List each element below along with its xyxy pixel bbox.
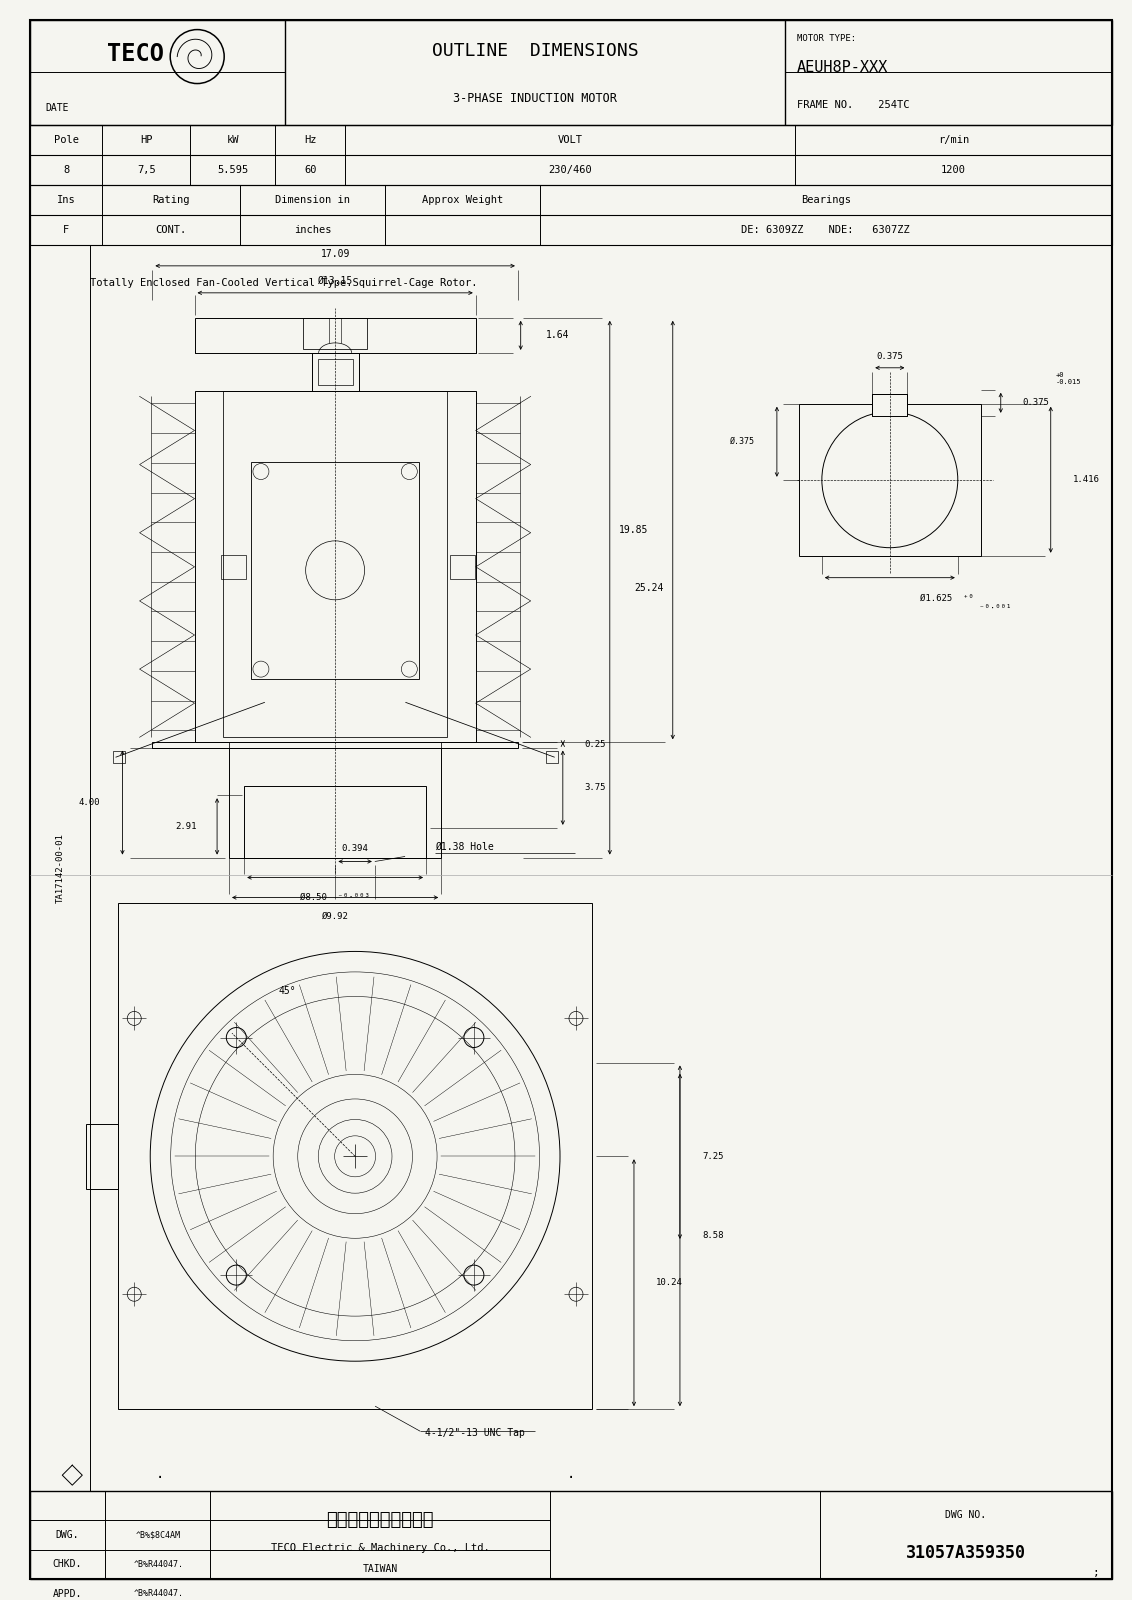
- Text: CONT.: CONT.: [155, 226, 187, 235]
- Text: Ø13.15: Ø13.15: [317, 275, 353, 286]
- Text: Ø1.625  ⁺⁰
           ⁻⁰·⁰⁰¹: Ø1.625 ⁺⁰ ⁻⁰·⁰⁰¹: [920, 594, 1011, 613]
- Bar: [31, 125, 1112, 186]
- Text: 230/460: 230/460: [548, 165, 592, 174]
- Text: 8: 8: [63, 165, 69, 174]
- Text: 7.25: 7.25: [702, 1152, 723, 1162]
- Text: DWG NO.: DWG NO.: [945, 1510, 986, 1520]
- Bar: [118, 904, 592, 1410]
- Text: Ø.375: Ø.375: [730, 437, 755, 446]
- Text: 8.58: 8.58: [702, 1232, 723, 1240]
- Bar: [311, 354, 359, 392]
- Bar: [318, 358, 353, 386]
- Text: OUTLINE  DIMENSIONS: OUTLINE DIMENSIONS: [431, 43, 638, 61]
- Text: 3-PHASE INDUCTION MOTOR: 3-PHASE INDUCTION MOTOR: [453, 93, 617, 106]
- Bar: [449, 555, 474, 579]
- Text: DE: 6309ZZ    NDE:   6307ZZ: DE: 6309ZZ NDE: 6307ZZ: [741, 226, 910, 235]
- Bar: [546, 752, 558, 763]
- Bar: [195, 392, 475, 742]
- Text: TAIWAN: TAIWAN: [362, 1565, 397, 1574]
- Text: TECO Electric & Machinery Co., Ltd.: TECO Electric & Machinery Co., Ltd.: [271, 1544, 489, 1554]
- Text: Ø8.50  ⁻⁰·⁰⁰³: Ø8.50 ⁻⁰·⁰⁰³: [300, 893, 370, 901]
- Text: .: .: [567, 1467, 575, 1482]
- Text: 0.394: 0.394: [342, 845, 369, 853]
- Text: .: .: [156, 1467, 164, 1482]
- Text: ^B%R44047.: ^B%R44047.: [134, 1560, 183, 1570]
- Text: Rating: Rating: [153, 195, 190, 205]
- Text: 0.375: 0.375: [1022, 398, 1049, 408]
- Bar: [245, 786, 426, 858]
- Text: 45°: 45°: [278, 987, 295, 997]
- Text: DATE: DATE: [45, 102, 69, 114]
- Text: Approx Weight: Approx Weight: [422, 195, 504, 205]
- Bar: [153, 742, 517, 747]
- Text: 10.24: 10.24: [655, 1278, 683, 1288]
- Text: VOLT: VOLT: [557, 134, 583, 146]
- Text: HP: HP: [140, 134, 153, 146]
- Text: AEUH8P-XXX: AEUH8P-XXX: [797, 59, 889, 75]
- Text: ^B%$8C4AM: ^B%$8C4AM: [136, 1531, 181, 1539]
- Bar: [31, 186, 1112, 245]
- Text: 0.25: 0.25: [585, 741, 607, 749]
- Bar: [799, 403, 980, 555]
- Text: TA17142-00-01: TA17142-00-01: [55, 834, 65, 902]
- Bar: [221, 555, 246, 579]
- Text: 31057A359350: 31057A359350: [906, 1544, 1026, 1562]
- Text: 60: 60: [303, 165, 316, 174]
- Text: 1.64: 1.64: [546, 330, 569, 341]
- Bar: [251, 461, 419, 678]
- Text: Pole: Pole: [54, 134, 79, 146]
- Text: 4.00: 4.00: [79, 798, 101, 806]
- Bar: [86, 1123, 118, 1189]
- Text: Ø9.92: Ø9.92: [321, 912, 349, 920]
- Text: CHKD.: CHKD.: [52, 1560, 82, 1570]
- Text: 3.75: 3.75: [585, 784, 607, 792]
- Text: 0.375: 0.375: [876, 352, 903, 360]
- Text: DWG.: DWG.: [55, 1530, 79, 1541]
- Text: ^B%R44047.: ^B%R44047.: [134, 1589, 183, 1598]
- Text: Ins: Ins: [57, 195, 76, 205]
- Text: Bearings: Bearings: [800, 195, 851, 205]
- Text: inches: inches: [294, 226, 332, 235]
- Bar: [31, 19, 1112, 125]
- Text: +0
-0.015: +0 -0.015: [1056, 371, 1081, 384]
- Text: 4-1/2"-13 UNC Tap: 4-1/2"-13 UNC Tap: [426, 1429, 525, 1438]
- Text: Dimension in: Dimension in: [275, 195, 350, 205]
- Text: 1200: 1200: [941, 165, 966, 174]
- Text: 17.09: 17.09: [320, 250, 350, 259]
- Text: 5.595: 5.595: [217, 165, 248, 174]
- Bar: [229, 747, 441, 858]
- Text: APPD.: APPD.: [52, 1589, 82, 1598]
- Text: kW: kW: [226, 134, 239, 146]
- Text: ;: ;: [1094, 1568, 1100, 1578]
- Text: TECO: TECO: [106, 42, 164, 66]
- Text: F: F: [63, 226, 69, 235]
- Bar: [303, 318, 367, 349]
- Bar: [223, 392, 447, 738]
- Text: 7,5: 7,5: [137, 165, 155, 174]
- Text: Ø1.38 Hole: Ø1.38 Hole: [435, 842, 494, 851]
- Text: 1.416: 1.416: [1073, 475, 1099, 485]
- Text: Hz: Hz: [303, 134, 316, 146]
- Text: 25.24: 25.24: [635, 582, 664, 592]
- Text: Totally Enclosed Fan-Cooled Vertical Type.Squirrel-Cage Rotor.: Totally Enclosed Fan-Cooled Vertical Typ…: [91, 278, 478, 288]
- Bar: [31, 245, 91, 1491]
- Text: FRAME NO.    254TC: FRAME NO. 254TC: [797, 99, 909, 110]
- Bar: [873, 394, 908, 416]
- Bar: [31, 1491, 1112, 1579]
- Text: MOTOR TYPE:: MOTOR TYPE:: [797, 34, 856, 43]
- Text: r/min: r/min: [937, 134, 969, 146]
- Text: 19.85: 19.85: [618, 525, 648, 534]
- Bar: [112, 752, 125, 763]
- Text: 東元電機股份有限公司: 東元電機股份有限公司: [326, 1510, 434, 1530]
- Bar: [195, 318, 475, 354]
- Text: 2.91: 2.91: [175, 822, 197, 830]
